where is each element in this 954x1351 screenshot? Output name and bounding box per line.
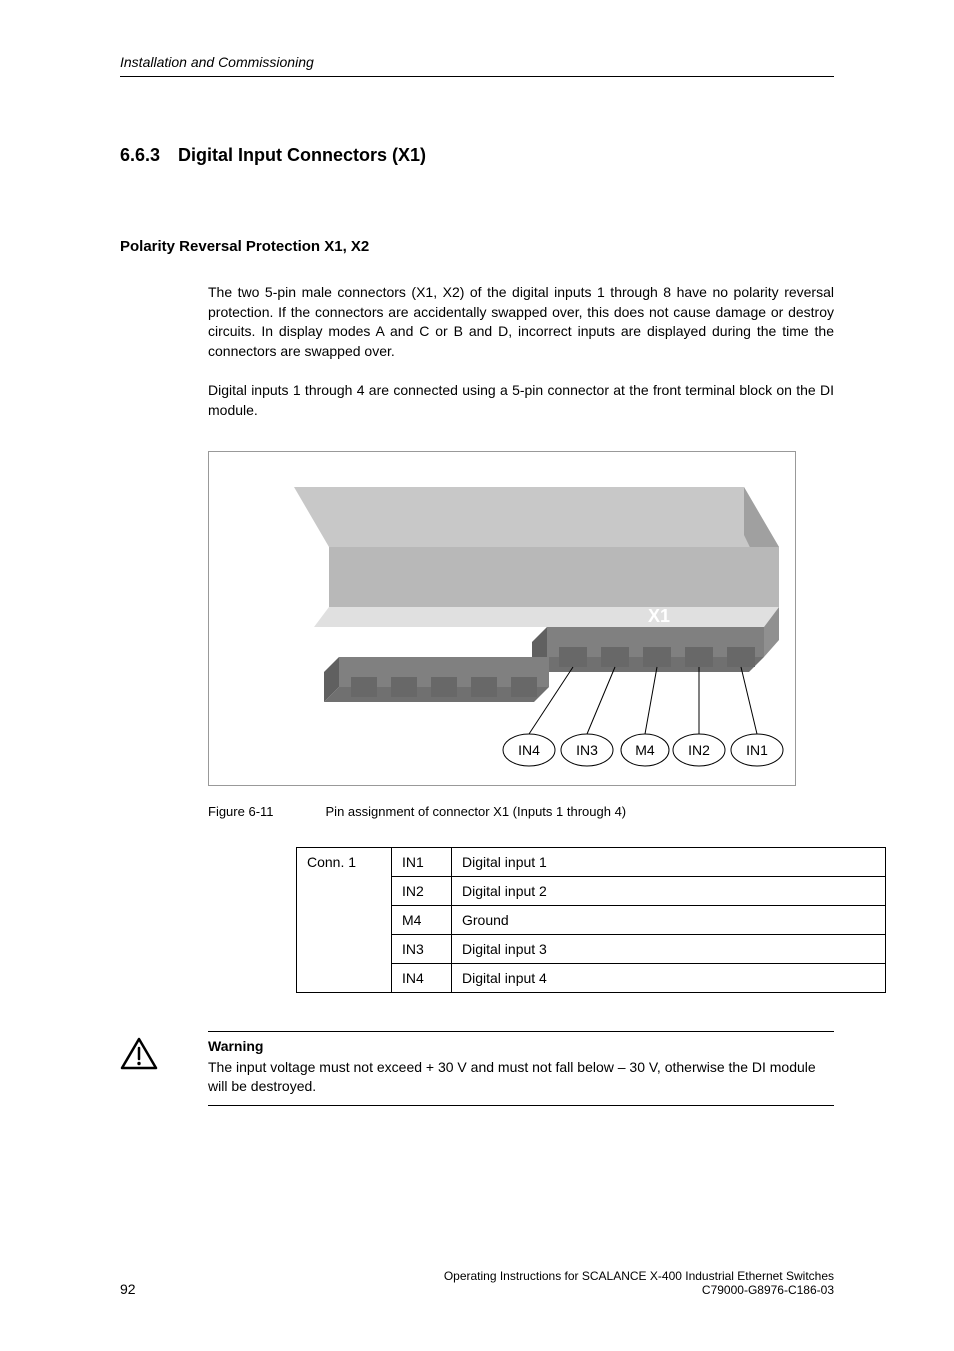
figure-caption-text: Pin assignment of connector X1 (Inputs 1… — [326, 804, 627, 819]
subsection-heading: Polarity Reversal Protection X1, X2 — [120, 238, 834, 255]
figure-container: X1 X2 — [208, 451, 834, 993]
page-footer: 92 Operating Instructions for SCALANCE X… — [120, 1269, 834, 1297]
figure-caption: Figure 6-11 Pin assignment of connector X… — [208, 804, 834, 819]
desc-cell: Digital input 4 — [452, 963, 886, 992]
callout-line — [587, 667, 615, 734]
warning-section: Warning The input voltage must not excee… — [120, 1031, 834, 1106]
footer-line2: C79000-G8976-C186-03 — [444, 1283, 834, 1297]
warning-title: Warning — [208, 1038, 834, 1054]
module-top — [294, 487, 779, 547]
pin-bubble-in1: IN1 — [731, 734, 783, 766]
warning-text: The input voltage must not exceed + 30 V… — [208, 1058, 834, 1097]
svg-text:M4: M4 — [635, 742, 655, 758]
connector-x1 — [532, 627, 764, 672]
pin-bubble-in4: IN4 — [503, 734, 555, 766]
pin-cell: IN4 — [392, 963, 452, 992]
connector-diagram: X1 X2 — [209, 452, 796, 786]
pin-cell: M4 — [392, 905, 452, 934]
x1-label: X1 — [648, 606, 670, 626]
pin-cell: IN2 — [392, 876, 452, 905]
table-row: Conn. 1 IN1 Digital input 1 — [297, 847, 886, 876]
svg-text:IN4: IN4 — [518, 742, 540, 758]
desc-cell: Digital input 3 — [452, 934, 886, 963]
desc-cell: Digital input 1 — [452, 847, 886, 876]
svg-text:IN1: IN1 — [746, 742, 768, 758]
pin-assignment-table: Conn. 1 IN1 Digital input 1 IN2 Digital … — [296, 847, 886, 993]
connector-x2 — [324, 657, 549, 702]
module-front — [329, 547, 779, 607]
page-header: Installation and Commissioning — [120, 54, 834, 77]
conn-cell: Conn. 1 — [297, 847, 392, 992]
page-number: 92 — [120, 1281, 136, 1297]
x2-label: X2 — [428, 636, 450, 656]
desc-cell: Digital input 2 — [452, 876, 886, 905]
pin-bubble-m4: M4 — [621, 734, 669, 766]
warning-icon-col — [120, 1031, 208, 1076]
callout-line — [741, 667, 757, 734]
footer-line1: Operating Instructions for SCALANCE X-40… — [444, 1269, 834, 1283]
pin-cell: IN1 — [392, 847, 452, 876]
chapter-title: Installation and Commissioning — [120, 54, 314, 70]
warning-icon — [120, 1037, 158, 1071]
footer-right: Operating Instructions for SCALANCE X-40… — [444, 1269, 834, 1297]
desc-cell: Ground — [452, 905, 886, 934]
paragraph-1: The two 5-pin male connectors (X1, X2) o… — [208, 283, 834, 361]
paragraph-2: Digital inputs 1 through 4 are connected… — [208, 381, 834, 420]
section-heading: 6.6.3 Digital Input Connectors (X1) — [120, 145, 834, 166]
svg-text:IN2: IN2 — [688, 742, 710, 758]
callout-line — [645, 667, 657, 734]
pin-bubble-in3: IN3 — [561, 734, 613, 766]
figure-label: Figure 6-11 — [208, 804, 274, 819]
section-number: 6.6.3 — [120, 145, 160, 166]
ledge-top — [314, 607, 779, 627]
pin-cell: IN3 — [392, 934, 452, 963]
section-title: Digital Input Connectors (X1) — [178, 145, 426, 165]
figure-image: X1 X2 — [208, 451, 796, 786]
warning-content: Warning The input voltage must not excee… — [208, 1031, 834, 1106]
svg-text:IN3: IN3 — [576, 742, 598, 758]
pin-bubble-in2: IN2 — [673, 734, 725, 766]
